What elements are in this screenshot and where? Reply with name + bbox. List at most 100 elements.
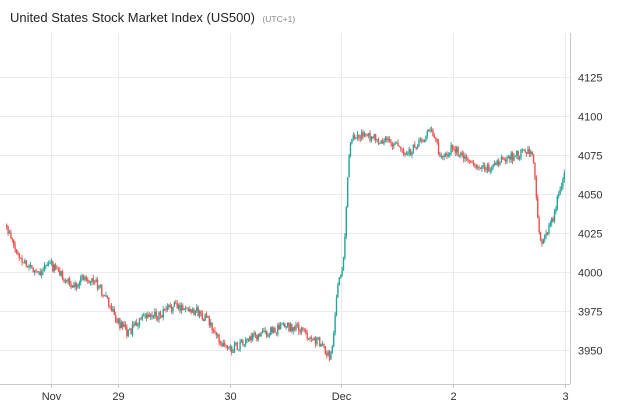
candle [212,328,215,334]
candle-body [370,136,373,141]
candle-body [541,240,543,244]
candle [272,326,275,334]
candle-body [275,332,278,334]
candle-body [490,168,493,171]
candle [437,139,440,156]
candle [504,157,507,165]
candle [161,315,163,319]
candle-body [5,224,8,227]
candle-body [124,324,127,328]
candle [408,146,410,157]
candle [412,144,415,155]
candle [366,133,368,137]
candle-body [293,327,296,330]
candle [112,306,114,313]
candle [176,300,178,310]
candle [556,194,559,211]
candle-body [488,164,490,172]
candle-body [113,309,116,315]
candle [341,266,343,278]
candle-body [383,141,385,144]
candle-body [149,314,152,317]
candle [435,137,437,143]
candle [518,155,521,161]
candle [61,269,64,281]
candle-body [360,132,363,139]
candle-body [377,139,380,144]
candle [36,271,39,273]
candle-body [320,344,322,347]
candle [18,252,20,261]
candle-body [342,257,345,271]
candle-body [36,271,39,273]
candle [88,279,90,284]
candle-body [358,134,360,138]
candle-body [356,134,359,138]
candle [386,135,388,143]
candle [482,161,484,169]
candle [320,343,322,348]
candle [486,162,489,174]
candle-body [560,186,563,190]
candle-body [292,327,294,332]
candle [278,322,280,330]
candle [538,215,540,235]
candle-body [175,302,177,304]
candle [117,317,120,325]
candle [173,300,176,308]
candle [96,277,99,292]
candle-body [351,139,353,144]
candle-body [101,285,103,295]
candle-body [135,322,138,327]
candle [282,322,285,327]
candle-body [278,324,280,330]
candle [126,324,128,339]
candle [317,337,320,341]
candle [229,343,231,352]
candle-body [497,160,500,165]
candle-body [366,134,368,136]
candle [32,267,34,273]
candle [454,145,456,157]
candle-body [133,324,135,326]
candle-body [177,304,180,308]
candle-body [207,316,209,318]
candle [531,151,533,156]
candle [348,153,350,178]
candle-body [458,154,461,156]
candle [312,338,314,341]
candle [232,348,234,354]
candle [57,266,60,273]
candle [163,308,166,312]
candle-body [516,150,518,156]
candle [402,147,405,156]
candle-body [123,324,125,327]
candle [542,238,545,245]
candle [464,152,466,163]
candle [442,155,444,160]
candle [225,344,227,349]
candle-body [80,277,82,283]
candle-body [476,167,479,168]
candle [365,133,367,138]
candle [467,156,469,163]
candle-body [562,179,564,187]
candle [68,276,71,287]
candle [28,264,30,271]
candle [82,274,85,281]
candle [84,275,86,282]
candle-body [435,137,437,139]
candle [201,310,204,321]
candle [474,162,476,169]
candle [451,144,454,153]
candle-body [303,329,306,331]
candle-body [18,253,20,259]
candle-body [42,270,44,272]
candle [492,163,494,170]
candle [453,145,455,151]
candle-body [531,151,533,155]
candle [465,154,468,162]
candle-body [479,168,482,170]
candle [292,326,294,335]
